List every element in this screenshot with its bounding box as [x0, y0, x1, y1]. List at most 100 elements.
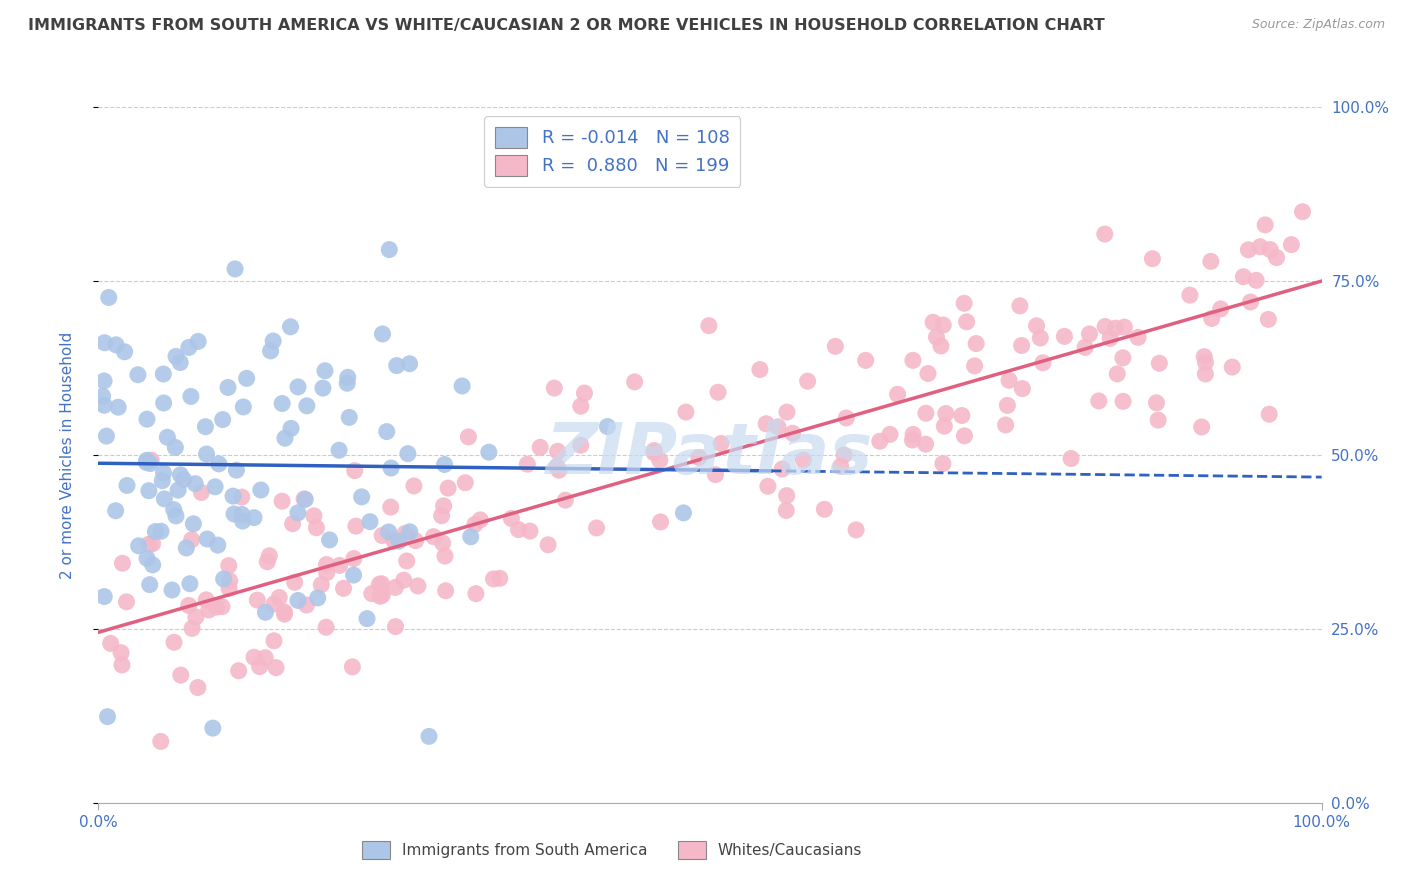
Point [796, 374, 818, 388]
Point [675, 405, 697, 419]
Point [915, 406, 938, 420]
Point [152, 396, 174, 410]
Point [262, 334, 284, 348]
Point [1126, 330, 1149, 344]
Point [1011, 338, 1033, 352]
Point [187, 681, 209, 695]
Point [195, 532, 218, 546]
Point [328, 558, 350, 573]
Point [792, 453, 814, 467]
Point [824, 339, 846, 353]
Point [180, 389, 202, 403]
Point [845, 523, 868, 537]
Point [225, 463, 247, 477]
Point [1191, 420, 1213, 434]
Point [932, 457, 955, 471]
Point [280, 421, 302, 435]
Point [776, 489, 799, 503]
Point [955, 315, 977, 329]
Point [925, 330, 948, 344]
Point [398, 357, 420, 371]
Point [250, 483, 273, 497]
Point [249, 659, 271, 673]
Point [650, 515, 672, 529]
Point [107, 401, 129, 415]
Point [855, 353, 877, 368]
Point [231, 508, 253, 522]
Point [569, 438, 592, 452]
Point [222, 489, 245, 503]
Point [464, 587, 486, 601]
Point [1094, 227, 1116, 241]
Point [433, 549, 456, 563]
Point [96, 429, 118, 443]
Point [451, 379, 474, 393]
Point [901, 433, 924, 447]
Point [93, 398, 115, 412]
Point [181, 621, 204, 635]
Point [688, 450, 710, 465]
Point [430, 508, 453, 523]
Point [422, 530, 444, 544]
Point [218, 574, 240, 588]
Point [371, 528, 394, 542]
Point [917, 367, 939, 381]
Point [177, 599, 200, 613]
Point [315, 558, 337, 572]
Point [775, 503, 797, 517]
Point [150, 474, 173, 488]
Point [782, 426, 804, 441]
Point [263, 597, 285, 611]
Point [232, 514, 254, 528]
Point [274, 431, 297, 445]
Point [394, 526, 416, 541]
Point [160, 582, 183, 597]
Point [91, 389, 114, 403]
Point [1254, 218, 1277, 232]
Point [914, 437, 936, 451]
Point [287, 506, 309, 520]
Point [177, 341, 200, 355]
Point [165, 350, 187, 364]
Point [623, 375, 645, 389]
Point [998, 373, 1021, 387]
Point [402, 479, 425, 493]
Point [194, 419, 217, 434]
Point [184, 476, 207, 491]
Point [287, 593, 309, 607]
Point [950, 409, 973, 423]
Point [1201, 311, 1223, 326]
Point [110, 646, 132, 660]
Point [139, 457, 162, 471]
Point [315, 566, 337, 580]
Point [1078, 326, 1101, 341]
Point [1142, 252, 1164, 266]
Point [180, 533, 202, 547]
Point [953, 296, 976, 310]
Point [205, 600, 228, 615]
Point [211, 599, 233, 614]
Text: IMMIGRANTS FROM SOUTH AMERICA VS WHITE/CAUCASIAN 2 OR MORE VEHICLES IN HOUSEHOLD: IMMIGRANTS FROM SOUTH AMERICA VS WHITE/C… [28, 18, 1105, 33]
Point [1192, 350, 1215, 364]
Point [93, 335, 115, 350]
Point [755, 417, 778, 431]
Point [382, 534, 405, 549]
Point [776, 405, 799, 419]
Point [1232, 269, 1254, 284]
Point [432, 536, 454, 550]
Point [207, 538, 229, 552]
Point [1244, 273, 1267, 287]
Point [97, 291, 120, 305]
Point [418, 730, 440, 744]
Point [142, 536, 165, 550]
Point [1249, 240, 1271, 254]
Point [704, 467, 727, 482]
Point [222, 507, 245, 521]
Point [281, 516, 304, 531]
Point [508, 523, 530, 537]
Point [835, 411, 858, 425]
Point [163, 635, 186, 649]
Point [396, 447, 419, 461]
Point [195, 592, 218, 607]
Point [284, 575, 307, 590]
